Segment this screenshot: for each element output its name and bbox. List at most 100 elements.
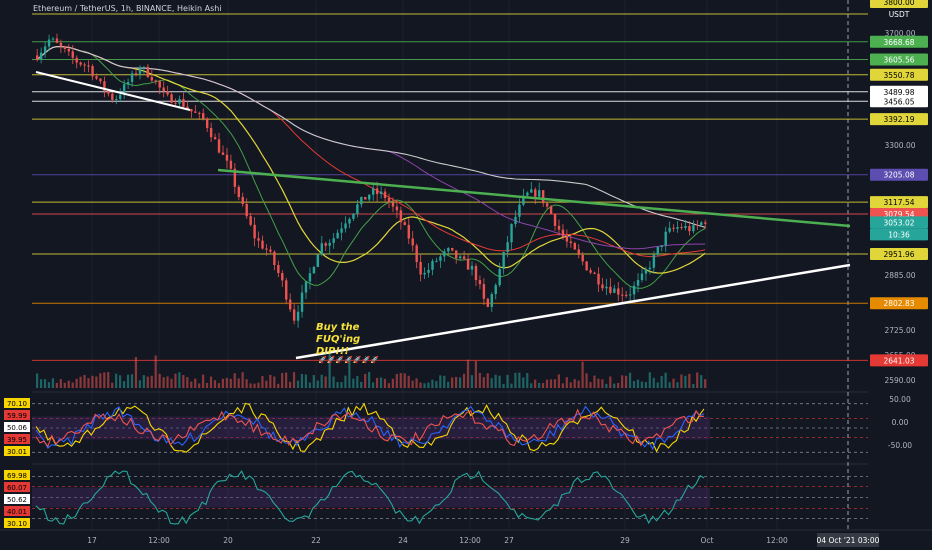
volume-bar-34 [170, 378, 173, 388]
volume-bar-159 [664, 372, 667, 388]
volume-bar-123 [522, 377, 525, 388]
volume-bar-20 [115, 373, 118, 388]
volume-bar-46 [217, 383, 221, 388]
osc1-tag-4-bg [4, 446, 30, 456]
volume-bar-57 [261, 376, 264, 388]
candle-body-100 [431, 261, 434, 270]
volume-bar-27 [142, 375, 145, 388]
volume-bar-86 [375, 377, 379, 388]
volume-bar-30 [154, 355, 157, 388]
candle-body-65 [292, 309, 296, 321]
candle-body-96 [415, 245, 418, 262]
osc2-tag-3-bg [4, 506, 30, 516]
candle-body-163 [680, 227, 683, 229]
candle-body-164 [684, 225, 687, 229]
candle-body-83 [364, 196, 367, 200]
volume-bar-93 [403, 373, 406, 388]
candle-body-18 [107, 90, 110, 94]
candle-body-38 [186, 106, 189, 110]
candle-body-45 [213, 137, 217, 140]
candle-body-49 [229, 160, 233, 169]
candle-body-56 [257, 238, 260, 241]
volume-bar-168 [700, 375, 703, 388]
volume-bar-137 [577, 380, 580, 388]
volume-bar-51 [237, 378, 240, 388]
candle-body-15 [95, 76, 98, 79]
volume-bar-4 [51, 378, 55, 388]
candle-body-115 [490, 294, 493, 307]
candle-body-77 [340, 228, 343, 233]
volume-bar-113 [482, 377, 485, 388]
candle-body-112 [478, 280, 482, 285]
candle-body-0 [36, 55, 39, 60]
volume-bar-18 [107, 372, 110, 388]
level-badge-2-bg [870, 68, 928, 81]
candle-body-14 [91, 66, 94, 77]
osc1-tag-3-bg [4, 434, 30, 444]
candle-body-30 [154, 80, 157, 82]
candle-body-48 [225, 154, 229, 161]
osc2-band [32, 487, 710, 508]
candle-body-140 [589, 270, 592, 273]
volume-bar-89 [387, 383, 391, 388]
volume-bar-87 [379, 377, 383, 388]
volume-bar-162 [676, 382, 679, 388]
white-down-line [35, 71, 191, 111]
candle-body-122 [518, 204, 521, 217]
trend-lines [35, 71, 851, 360]
volume-bar-166 [692, 383, 695, 388]
price-tick-2: 2885.00 [884, 271, 915, 280]
annotation-line-2: FUQ'ing [316, 334, 360, 345]
candle-body-70 [312, 266, 316, 274]
volume-bar-3 [47, 382, 51, 388]
candle-body-53 [245, 204, 248, 217]
candle-body-76 [336, 232, 339, 239]
volume-bar-79 [348, 358, 351, 388]
volume-bar-10 [75, 378, 78, 388]
osc1-tag-2-bg [4, 422, 30, 432]
volume-bar-139 [585, 373, 588, 388]
level-badge-10: 2802.83 [883, 299, 914, 308]
volume-bar-107 [458, 377, 462, 388]
osc-tick-0: 50.00 [889, 395, 911, 404]
osc1-red-line [35, 408, 705, 448]
time-axis[interactable]: 17 12:00 20 22 24 12:00 27 29 Oct 12:00 04 Oct '21… [0, 529, 932, 550]
volume-bar-153 [640, 381, 643, 388]
candle-body-130 [549, 206, 553, 215]
candle-body-64 [288, 299, 292, 310]
volume-bar-36 [178, 372, 181, 388]
last-price-timer-bg [870, 228, 928, 241]
volume-bar-132 [557, 374, 560, 388]
candle-body-75 [332, 238, 335, 243]
candle-body-162 [676, 227, 679, 229]
candle-body-99 [427, 269, 430, 273]
volume-bar-83 [364, 373, 367, 388]
volume-bar-71 [316, 380, 319, 388]
volume-bar-100 [431, 379, 434, 388]
candle-body-67 [300, 292, 304, 312]
candle-body-62 [281, 272, 284, 281]
crosshair-time-bg [817, 533, 879, 547]
candle-body-89 [387, 197, 391, 203]
volume-bar-146 [613, 383, 616, 388]
candle-body-28 [146, 66, 150, 78]
volume-bar-0 [36, 373, 39, 388]
candle-body-81 [356, 204, 359, 214]
candle-body-151 [632, 285, 636, 295]
volume-bar-112 [478, 372, 481, 388]
ma-fast-line [36, 46, 706, 289]
annotation-line-1: Buy the [316, 322, 360, 333]
osc1-tag-1-bg [4, 410, 30, 420]
volume-bar-142 [597, 378, 600, 388]
candle-body-31 [158, 81, 161, 88]
volume-bar-62 [281, 373, 284, 388]
volume-bar-94 [407, 375, 410, 388]
osc2-tag-3: 40.01 [7, 508, 27, 516]
candle-body-137 [577, 249, 580, 255]
volume-bar-157 [656, 382, 659, 388]
candle-body-24 [130, 73, 134, 82]
candle-body-97 [419, 261, 422, 275]
volume-bar-136 [573, 379, 576, 388]
volume-bar-92 [399, 373, 402, 388]
